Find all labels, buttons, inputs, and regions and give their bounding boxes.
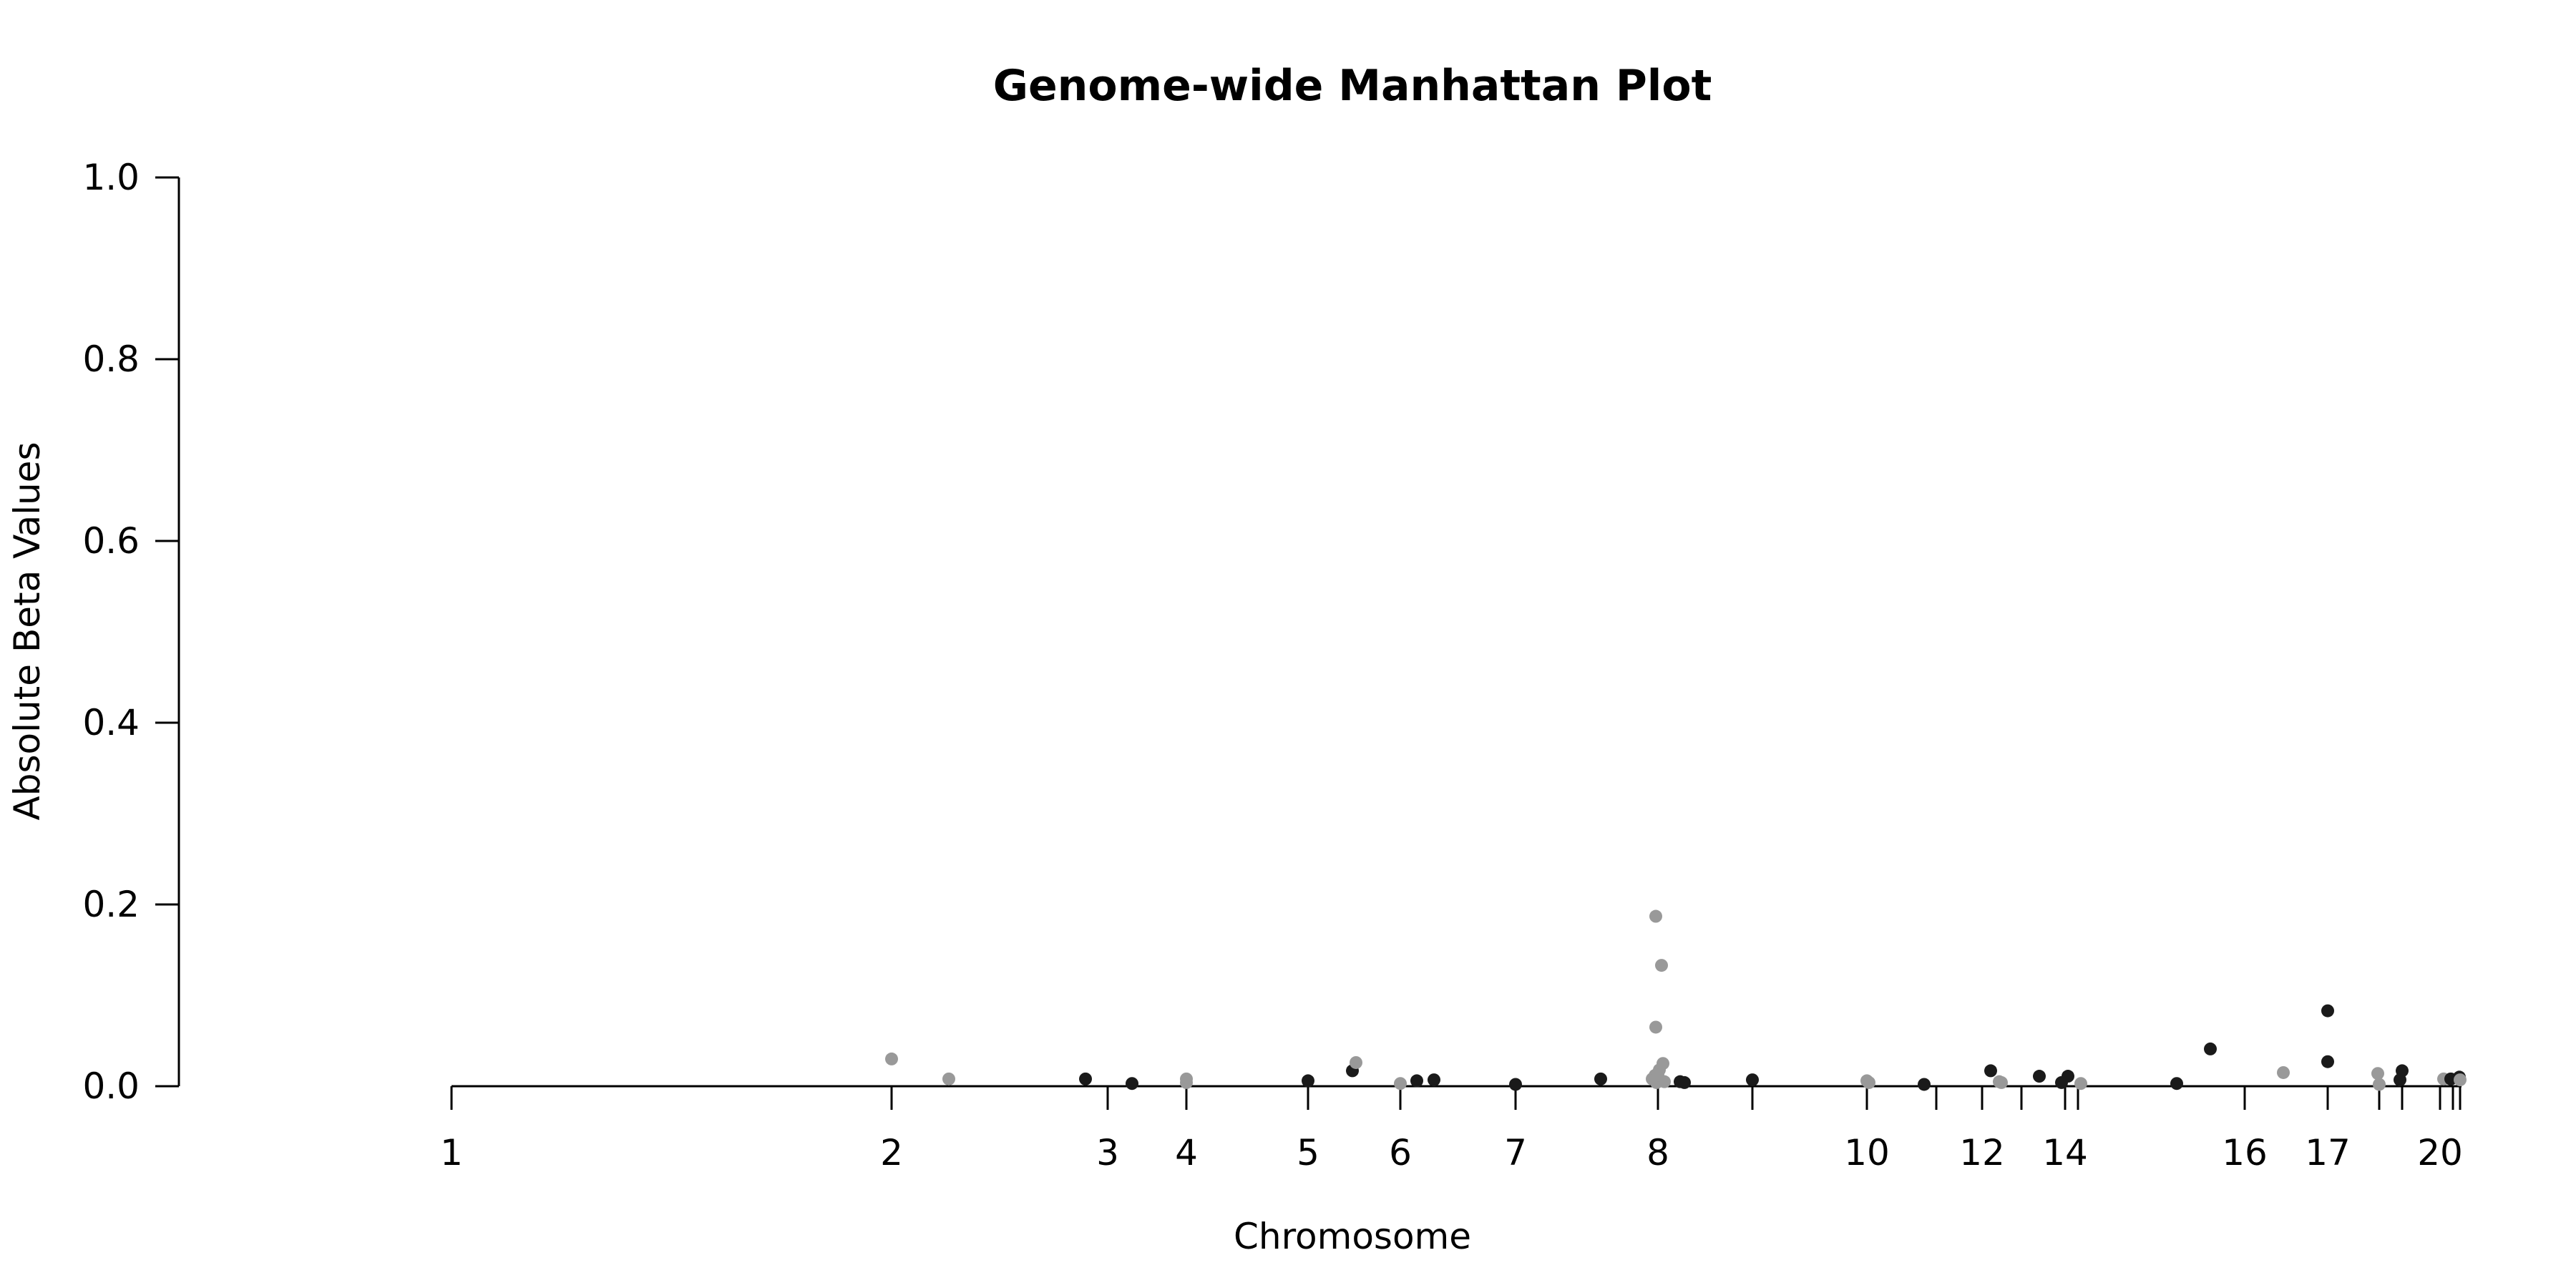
data-point: [2321, 1055, 2334, 1068]
data-point: [1649, 1020, 1662, 1034]
data-point: [2371, 1067, 2384, 1080]
y-tick-label: 0.2: [82, 884, 140, 925]
x-ticks: 1 2 3 4 5 6 7 8 10 12 14 16 17 20: [440, 1086, 2463, 1174]
data-point: [1863, 1075, 1875, 1089]
data-point: [2033, 1070, 2046, 1083]
y-axis-label: Absolute Beta Values: [6, 442, 48, 821]
data-point: [2074, 1077, 2087, 1091]
x-tick-label: 10: [1844, 1132, 1890, 1174]
data-point: [2170, 1077, 2183, 1091]
y-tick-label: 0.6: [82, 520, 140, 562]
data-point: [1918, 1078, 1931, 1091]
data-point: [1079, 1072, 1092, 1085]
x-tick-label: 1: [440, 1132, 463, 1174]
data-point: [1984, 1064, 1997, 1078]
x-tick-label: 5: [1297, 1132, 1319, 1174]
y-ticks: 0.0 0.2 0.4 0.6 0.8 1.0: [82, 157, 179, 1107]
y-tick-label: 0.4: [82, 702, 140, 743]
y-tick-label: 0.8: [82, 338, 140, 380]
data-point: [1350, 1055, 1362, 1069]
y-tick-label: 0.0: [82, 1065, 140, 1107]
x-axis-label: Chromosome: [1234, 1216, 1471, 1257]
x-tick-label: 12: [1959, 1132, 2005, 1174]
data-point: [1410, 1074, 1423, 1088]
x-tick-label: 16: [2222, 1132, 2268, 1174]
x-tick-label: 14: [2042, 1132, 2088, 1174]
chart-title: Genome-wide Manhattan Plot: [993, 61, 1712, 111]
data-point: [1180, 1075, 1193, 1089]
data-point: [1678, 1075, 1691, 1089]
data-point: [1594, 1072, 1607, 1085]
data-point: [1509, 1078, 1522, 1091]
data-point: [2373, 1078, 2386, 1091]
data-point: [1995, 1075, 2008, 1089]
y-tick-label: 1.0: [82, 157, 140, 198]
data-point: [2321, 1004, 2334, 1018]
data-points: [885, 909, 2467, 1091]
data-point: [885, 1052, 898, 1065]
data-point: [1655, 959, 1668, 972]
data-point: [1394, 1077, 1407, 1091]
x-tick-label: 7: [1504, 1132, 1527, 1174]
x-tick-label: 2: [880, 1132, 903, 1174]
x-tick-label: 17: [2305, 1132, 2351, 1174]
data-point: [2204, 1042, 2217, 1055]
data-point: [1649, 909, 1662, 923]
data-point: [2394, 1073, 2406, 1087]
data-point: [1302, 1074, 1314, 1088]
x-tick-label: 6: [1389, 1132, 1412, 1174]
x-tick-label: 4: [1175, 1132, 1198, 1174]
data-point: [942, 1072, 955, 1085]
x-tick-label: 8: [1646, 1132, 1669, 1174]
data-point: [2277, 1065, 2290, 1079]
data-point: [1428, 1073, 1440, 1087]
x-tick-label: 20: [2417, 1132, 2463, 1174]
data-point: [1126, 1077, 1138, 1091]
data-point: [2454, 1073, 2467, 1087]
data-point: [2055, 1075, 2068, 1089]
data-point: [1746, 1073, 1759, 1087]
data-point: [1652, 1068, 1664, 1082]
x-tick-label: 3: [1096, 1132, 1119, 1174]
